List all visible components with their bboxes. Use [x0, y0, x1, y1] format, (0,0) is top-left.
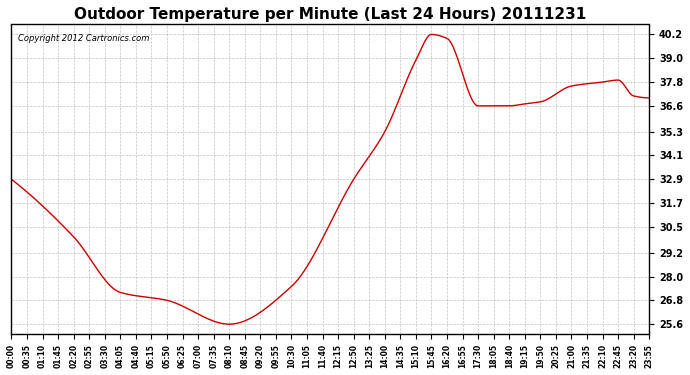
Text: Copyright 2012 Cartronics.com: Copyright 2012 Cartronics.com	[18, 34, 149, 43]
Title: Outdoor Temperature per Minute (Last 24 Hours) 20111231: Outdoor Temperature per Minute (Last 24 …	[75, 7, 586, 22]
